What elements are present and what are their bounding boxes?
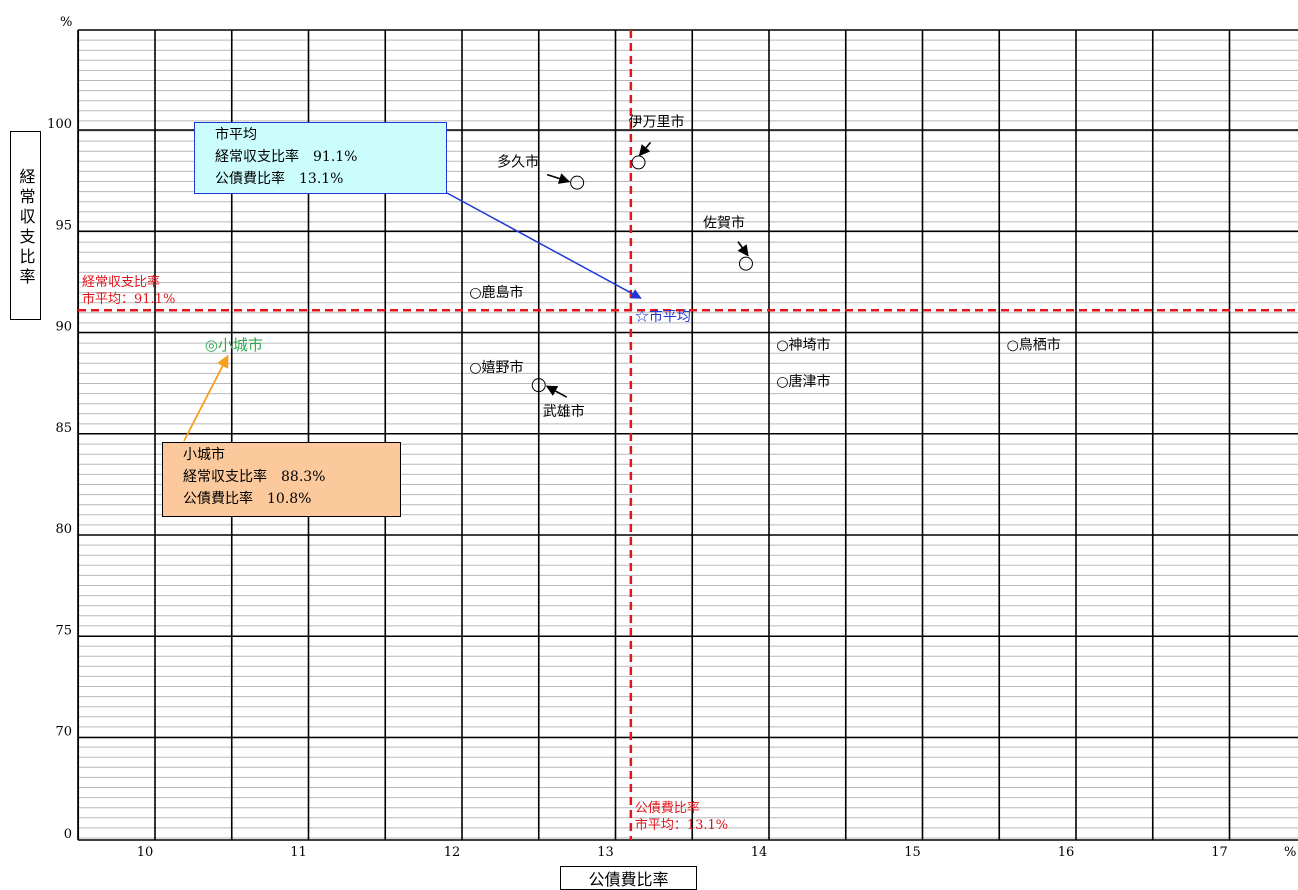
data-point-arrow bbox=[737, 241, 749, 257]
data-point-arrow bbox=[546, 173, 571, 184]
data-point-arrow bbox=[638, 141, 652, 157]
y-tick-label: 100 bbox=[47, 117, 72, 132]
average-callout-arrow bbox=[446, 192, 642, 299]
x-tick-label: 10 bbox=[137, 845, 154, 860]
ogi-callout-ordinary-ratio: 経常収支比率 88.3% bbox=[183, 469, 326, 485]
data-point-label: ○鹿島市 bbox=[469, 284, 523, 301]
data-point-marker bbox=[738, 256, 753, 271]
data-point-label: 多久市 bbox=[497, 154, 539, 171]
x-tick-label: 14 bbox=[751, 845, 768, 860]
debt-ratio-average-label: 公債費比率 bbox=[635, 800, 700, 816]
data-point-label: 佐賀市 bbox=[703, 215, 745, 232]
x-unit-label: % bbox=[1284, 845, 1296, 860]
y-tick-label: 70 bbox=[55, 725, 72, 740]
x-tick-label: 11 bbox=[290, 845, 307, 860]
x-tick-label: 15 bbox=[904, 845, 921, 860]
y-unit-label: % bbox=[60, 15, 72, 30]
average-callout-debt-ratio: 公債費比率 13.1% bbox=[215, 171, 344, 187]
data-point-label: ○神埼市 bbox=[776, 337, 830, 354]
data-point-label: ○唐津市 bbox=[776, 373, 830, 390]
ogi-callout-arrow bbox=[183, 354, 229, 442]
x-tick-label: 16 bbox=[1058, 845, 1075, 860]
data-point-label: 伊万里市 bbox=[629, 113, 685, 130]
y-tick-label: 95 bbox=[55, 218, 72, 233]
ogi-callout: 小城市 経常収支比率 88.3% 公債費比率 10.8% bbox=[162, 442, 401, 517]
ogi-callout-debt-ratio: 公債費比率 10.8% bbox=[183, 491, 312, 507]
average-callout-ordinary-ratio: 経常収支比率 91.1% bbox=[215, 149, 358, 165]
ordinary-ratio-average-label: 経常収支比率 bbox=[82, 274, 160, 290]
x-tick-label: 13 bbox=[597, 845, 614, 860]
y-axis-title: 経常収支比率 bbox=[10, 131, 41, 320]
debt-ratio-average-label: 市平均：13.1% bbox=[635, 817, 728, 833]
x-tick-label: 12 bbox=[444, 845, 461, 860]
data-point-marker bbox=[570, 175, 585, 190]
data-point-marker bbox=[631, 155, 646, 170]
y-tick-label: 85 bbox=[55, 421, 72, 436]
y-tick-label: 90 bbox=[55, 320, 72, 335]
data-point-marker bbox=[531, 378, 546, 393]
y-tick-label: 0 bbox=[64, 827, 72, 842]
average-callout: 市平均 経常収支比率 91.1% 公債費比率 13.1% bbox=[194, 122, 447, 194]
ogi-callout-title: 小城市 bbox=[183, 447, 225, 463]
data-point-arrow bbox=[545, 385, 568, 398]
y-tick-label: 75 bbox=[55, 623, 72, 638]
x-axis-title: 公債費比率 bbox=[560, 866, 697, 890]
data-point-label: 武雄市 bbox=[543, 403, 585, 420]
data-point-label: ○鳥栖市 bbox=[1007, 337, 1061, 354]
data-point-label: ○嬉野市 bbox=[469, 359, 523, 376]
ordinary-ratio-average-label: 市平均：91.1% bbox=[82, 291, 175, 307]
y-tick-label: 80 bbox=[55, 522, 72, 537]
average-callout-title: 市平均 bbox=[215, 127, 257, 143]
ogi-point-label: ◎小城市 bbox=[205, 336, 263, 354]
average-point-label: ☆市平均 bbox=[635, 308, 691, 325]
x-tick-label: 17 bbox=[1211, 845, 1228, 860]
